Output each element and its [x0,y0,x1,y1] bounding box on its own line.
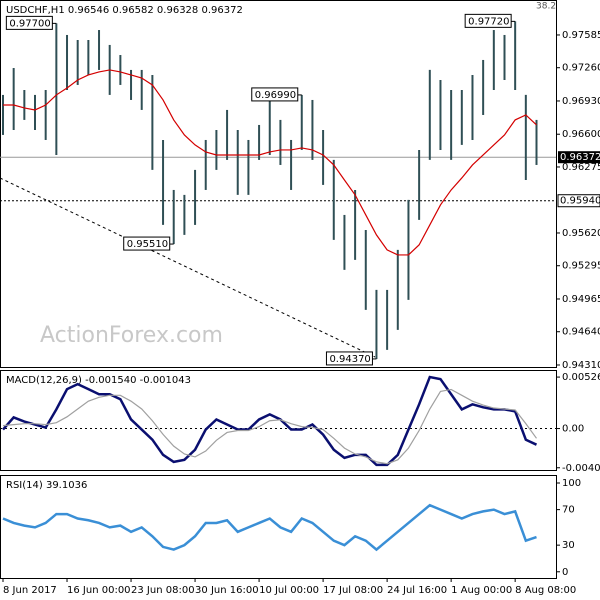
moving-average [3,69,537,256]
indicator-line [2,503,537,552]
annotation-label: 0.97720 [468,16,509,27]
x-tick-label: 10 Jul 00:00 [259,585,319,596]
y-tick-label: 0.97260 [562,63,600,74]
y-tick-label: 0.94965 [562,294,600,305]
y-tick-label: 0.005266 [562,372,600,383]
panel-frame [0,0,557,368]
annotation-label: 0.96990 [255,90,296,101]
y-tick-label: 0 [562,567,568,578]
y-tick-label: 100 [562,478,581,489]
y-tick-label: 0.95620 [562,228,600,239]
panel-title: USDCHF,H1 0.96546 0.96582 0.96328 0.9637… [6,5,243,16]
panel-frame [0,370,557,471]
x-tick-label: 8 Aug 08:00 [515,585,576,596]
indicator-line [2,375,538,467]
y-tick-label: 70 [562,505,575,516]
x-tick-label: 17 Jul 08:00 [323,585,383,596]
annotation-box [5,15,53,30]
current-price-label: 0.96372 [560,152,600,163]
panel-title: MACD(12,26,9) -0.001540 -0.001043 [6,375,191,386]
annotation-label: 0.95510 [127,239,168,250]
y-tick-label: 0.94310 [562,360,600,371]
y-tick-label: 0.96275 [562,162,600,173]
level-box [557,194,600,208]
x-tick-label: 24 Jul 16:00 [387,585,447,596]
x-tick-label: 23 Jun 08:00 [131,585,195,596]
y-tick-label: 0.96600 [562,129,600,140]
y-tick-label: 0.97585 [562,30,600,41]
y-tick-label: 0.95295 [562,261,600,272]
y-tick-label: 0.00 [562,424,584,435]
level-label: 0.95940 [560,196,600,207]
annotation-box [325,351,373,366]
annotation-box [464,13,512,28]
x-tick-label: 30 Jun 16:00 [195,585,259,596]
panel-title: RSI(14) 39.1036 [6,480,87,491]
current-price-box [558,151,600,164]
annotation-box [123,236,171,251]
annotation-label: 0.97700 [9,18,50,29]
y-tick-label: 0.96930 [562,96,600,107]
fib-label: 38.2 [536,2,556,12]
y-tick-label: 30 [562,540,575,551]
x-tick-label: 8 Jun 2017 [3,585,57,596]
annotation-label: 0.94370 [329,354,370,365]
annotation-box [251,87,299,102]
x-tick-label: 16 Jun 00:00 [67,585,131,596]
indicator-line [2,388,537,465]
x-tick-label: 1 Aug 00:00 [451,585,512,596]
watermark: ActionForex.com [40,323,223,348]
panel-frame [0,475,557,579]
y-tick-label: 0.94640 [562,327,600,338]
y-tick-label: -0.004011 [562,463,600,474]
